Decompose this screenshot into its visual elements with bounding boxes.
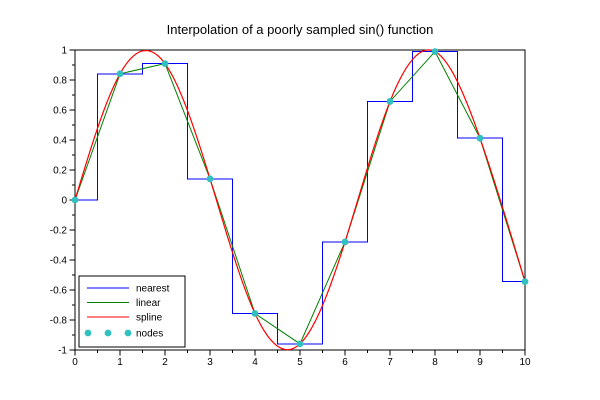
legend-label: spline	[136, 313, 163, 324]
series-nodes	[71, 48, 529, 348]
legend: nearest linear spline nodes	[78, 275, 186, 348]
x-tick-label: 3	[207, 357, 213, 368]
node-marker	[71, 196, 79, 204]
y-tick-label: 0.8	[53, 76, 67, 87]
x-tick-label: 9	[477, 357, 483, 368]
node-marker	[431, 48, 439, 55]
y-tick-label: 0.4	[53, 136, 67, 147]
y-tick-label: 0.6	[53, 106, 67, 117]
x-tick-label: 8	[432, 357, 438, 368]
y-tick-label: 1	[61, 46, 67, 57]
node-marker	[341, 238, 349, 246]
x-tick-label: 6	[342, 357, 348, 368]
node-marker	[206, 175, 214, 183]
x-tick-label: 10	[519, 357, 531, 368]
legend-node-marker	[104, 329, 112, 337]
legend-node-marker	[84, 329, 92, 337]
legend-label: nodes	[136, 329, 163, 340]
node-marker	[386, 98, 394, 105]
y-tick-label: -0.8	[50, 316, 68, 327]
x-tick-label: 0	[72, 357, 78, 368]
x-tick-label: 5	[297, 357, 303, 368]
node-marker	[521, 278, 529, 285]
y-tick-label: 0	[61, 196, 67, 207]
y-tick-label: 0.2	[53, 166, 67, 177]
x-tick-label: 2	[162, 357, 168, 368]
node-marker	[116, 70, 124, 78]
x-tick-label: 4	[252, 357, 258, 368]
y-tick-label: -1	[58, 346, 67, 357]
legend-label: linear	[136, 298, 161, 309]
node-marker	[161, 60, 169, 68]
node-marker	[251, 310, 259, 317]
x-tick-label: 1	[117, 357, 123, 368]
x-tick-label: 7	[387, 357, 393, 368]
chart-title: Interpolation of a poorly sampled sin() …	[166, 22, 434, 37]
y-tick-label: -0.4	[50, 256, 68, 267]
legend-label: nearest	[136, 284, 170, 295]
y-tick-label: -0.2	[50, 226, 68, 237]
node-marker	[476, 134, 484, 142]
y-tick-label: -0.6	[50, 286, 68, 297]
node-marker	[296, 340, 304, 348]
legend-node-marker	[124, 329, 132, 337]
